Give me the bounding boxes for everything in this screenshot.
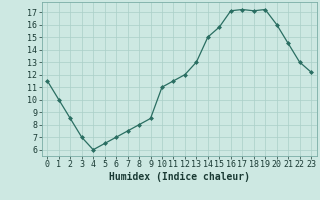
- X-axis label: Humidex (Indice chaleur): Humidex (Indice chaleur): [109, 172, 250, 182]
